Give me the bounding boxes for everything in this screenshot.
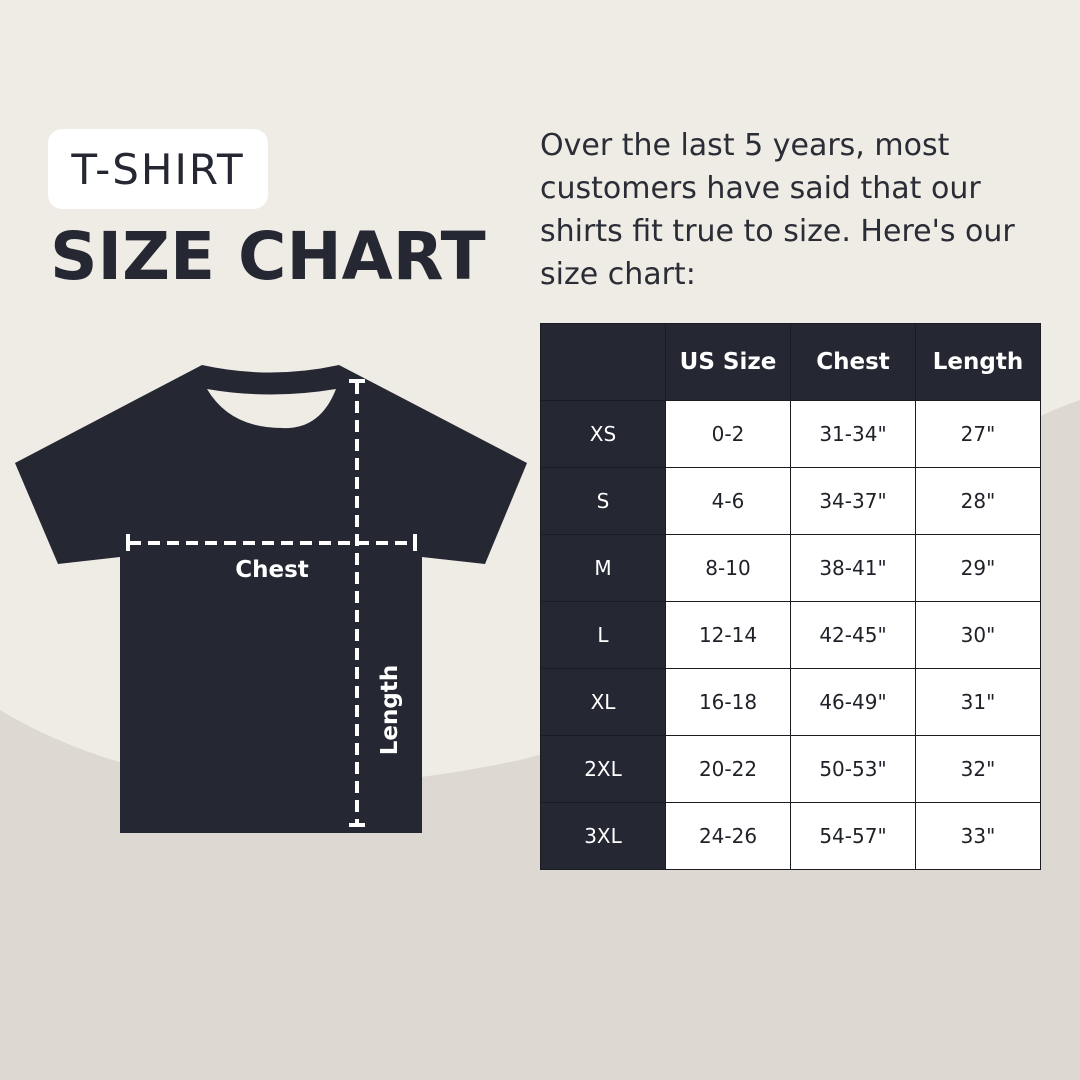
us-size-cell: 8-10 [665,534,791,602]
table-row: S 4-6 34-37" 28" [540,467,1041,535]
chest-cell: 38-41" [790,534,916,602]
table-row: M 8-10 38-41" 29" [540,534,1041,602]
header-blank [540,323,666,401]
table-row: L 12-14 42-45" 30" [540,601,1041,669]
size-cell: XL [540,668,666,736]
chest-cell: 42-45" [790,601,916,669]
table-row: XL 16-18 46-49" 31" [540,668,1041,736]
header-chest: Chest [790,323,916,401]
chest-cell: 54-57" [790,802,916,870]
intro-text: Over the last 5 years, most customers ha… [540,128,1015,292]
length-cell: 27" [915,400,1041,468]
chest-cell: 31-34" [790,400,916,468]
tshirt-icon [15,365,527,833]
table-row: 3XL 24-26 54-57" 33" [540,802,1041,870]
size-cell: L [540,601,666,669]
chest-cell: 34-37" [790,467,916,535]
size-cell: 2XL [540,735,666,803]
chest-cell: 46-49" [790,668,916,736]
tshirt-badge: T-SHIRT [48,129,268,209]
size-cell: M [540,534,666,602]
us-size-cell: 20-22 [665,735,791,803]
length-cell: 32" [915,735,1041,803]
size-cell: XS [540,400,666,468]
us-size-cell: 0-2 [665,400,791,468]
length-cell: 28" [915,467,1041,535]
us-size-cell: 16-18 [665,668,791,736]
chest-measure-line [126,534,417,551]
neck-opening [207,389,336,429]
us-size-cell: 24-26 [665,802,791,870]
chest-label: Chest [235,557,309,583]
length-cell: 33" [915,802,1041,870]
us-size-cell: 12-14 [665,601,791,669]
page-title: SIZE CHART [50,218,486,295]
size-table: US Size Chest Length XS 0-2 31-34" 27" S 4-6 3… [540,323,1041,870]
length-cell: 30" [915,601,1041,669]
size-cell: 3XL [540,802,666,870]
table-row: XS 0-2 31-34" 27" [540,400,1041,468]
table-header-row: US Size Chest Length [540,323,1041,401]
header-us-size: US Size [665,323,791,401]
chest-cell: 50-53" [790,735,916,803]
table-row: 2XL 20-22 50-53" 32" [540,735,1041,803]
length-label: Length [377,665,403,755]
header-length: Length [915,323,1041,401]
size-cell: S [540,467,666,535]
length-cell: 29" [915,534,1041,602]
us-size-cell: 4-6 [665,467,791,535]
length-measure-line [349,379,365,827]
length-cell: 31" [915,668,1041,736]
